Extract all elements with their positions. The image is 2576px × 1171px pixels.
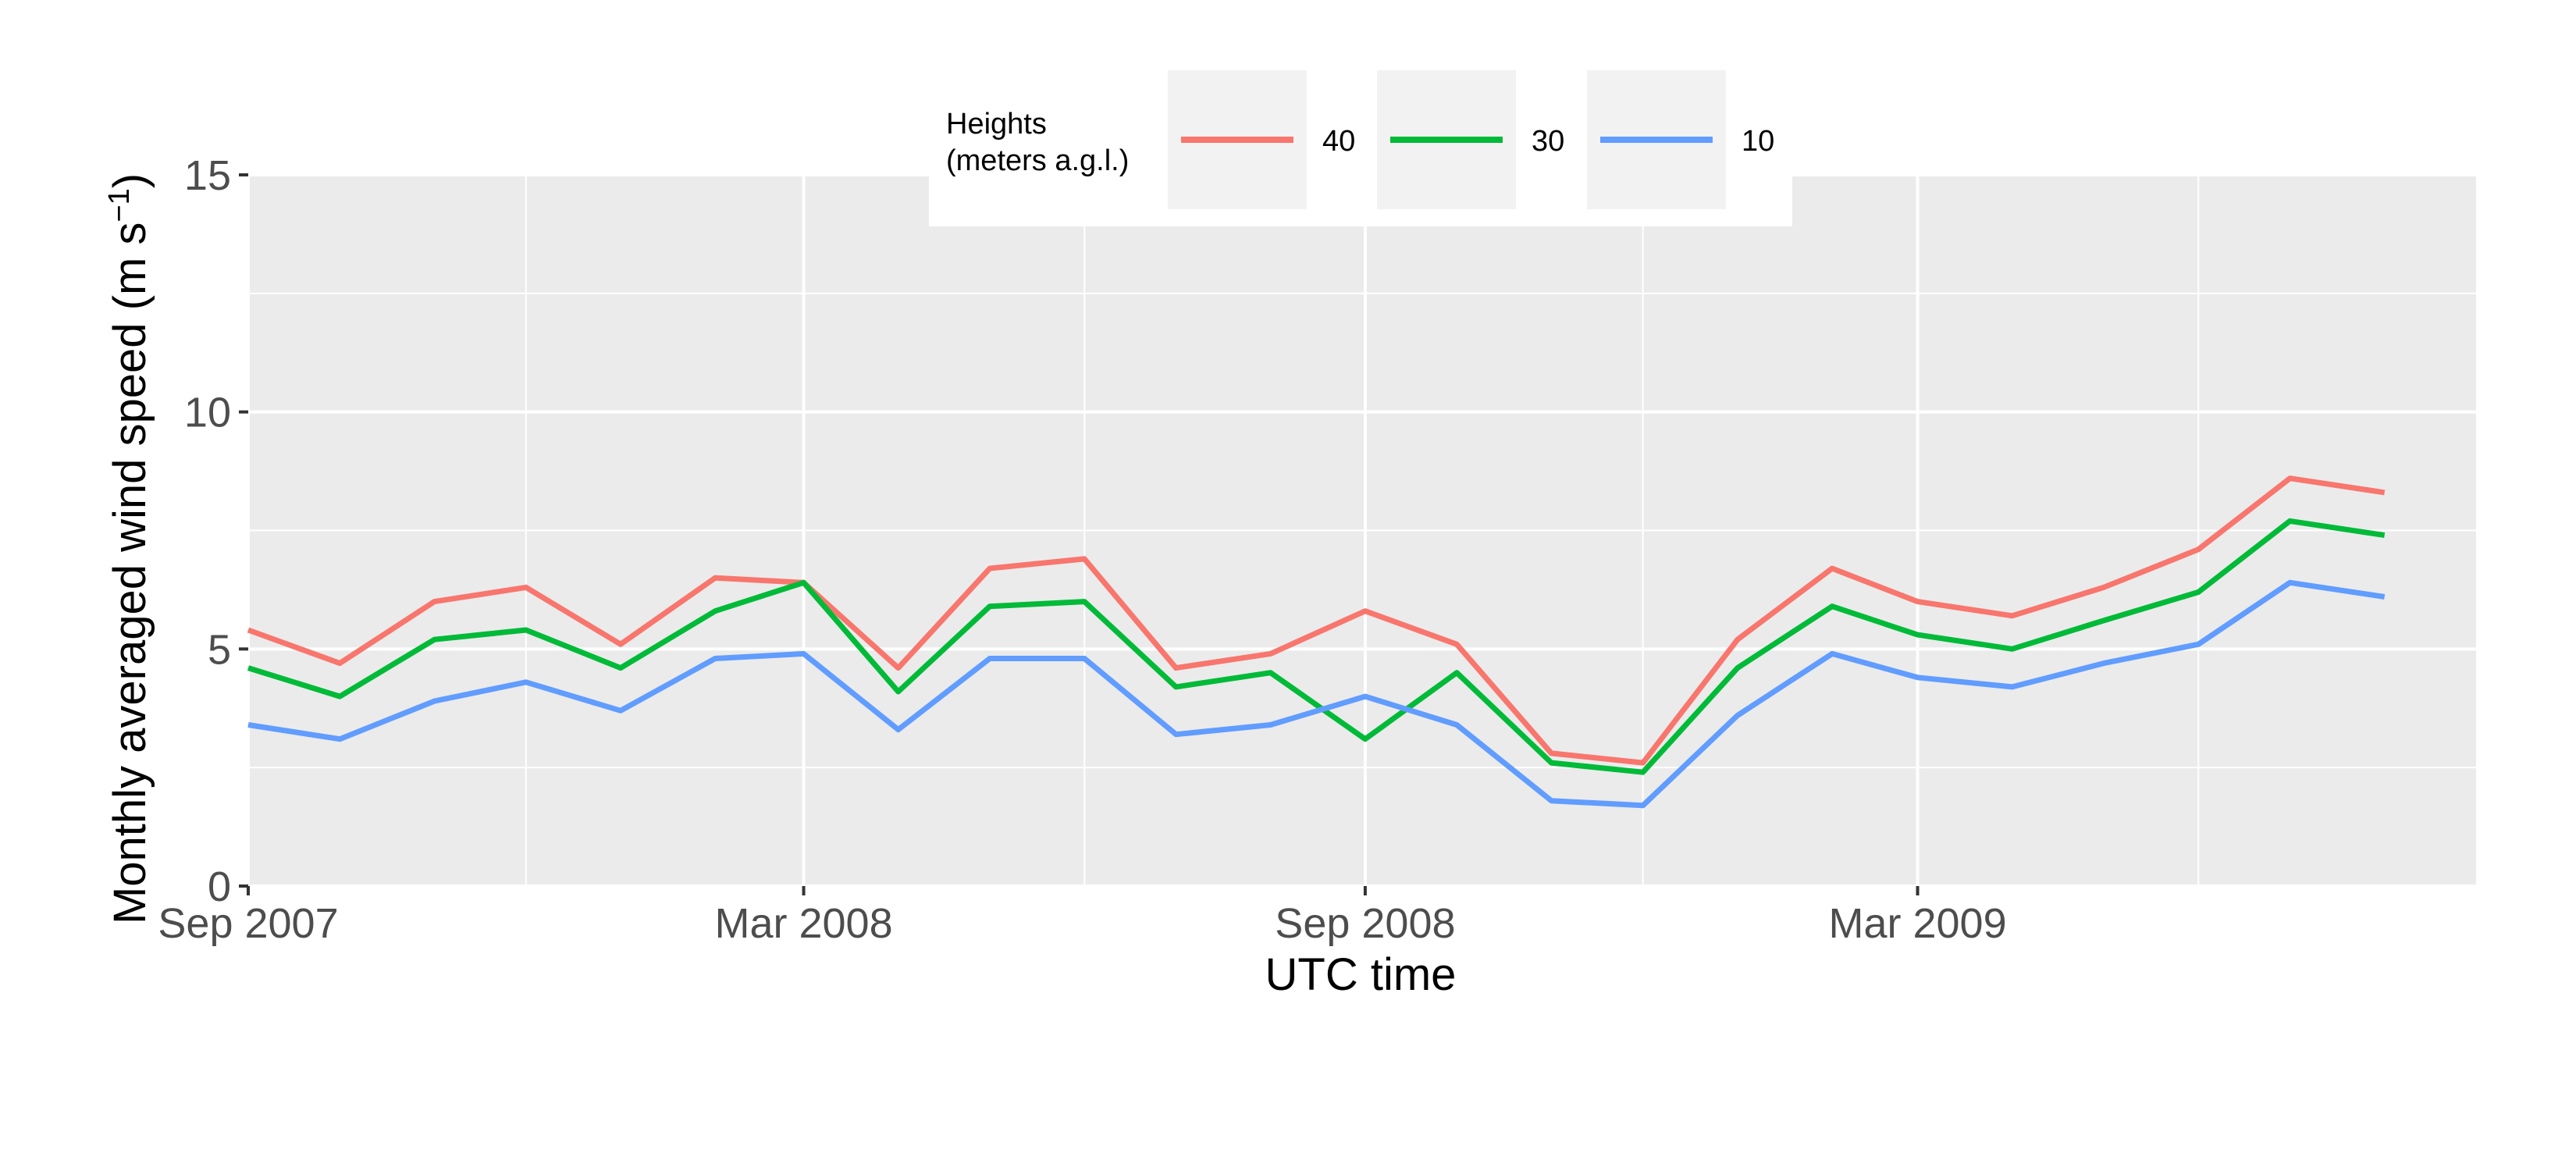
series-line-40	[247, 475, 2386, 766]
legend-label-40: 40	[1322, 125, 1355, 158]
x-tick-label: Sep 2007	[158, 900, 338, 947]
legend-title: Heights	[946, 108, 1047, 141]
series-lines	[247, 475, 2386, 809]
x-axis-title: UTC time	[1265, 949, 1457, 1000]
legend-label-10: 10	[1742, 125, 1774, 158]
y-axis-title: Monthly averaged wind speed (m s−1)	[103, 173, 155, 924]
x-axis: Sep 2007 Mar 2008 Sep 2008 Mar 2009	[158, 886, 2007, 947]
y-axis-title-superscript: −1	[103, 188, 136, 222]
x-tick-label: Mar 2008	[714, 900, 892, 947]
legend: Heights (meters a.g.l.) 40 30 10	[929, 70, 1792, 226]
y-tick-label: 10	[184, 390, 231, 436]
x-tick-label: Sep 2008	[1275, 900, 1455, 947]
series-line-10	[247, 579, 2386, 809]
y-tick-label: 0	[208, 863, 231, 910]
y-axis: 0 5 10 15	[184, 152, 248, 910]
x-tick-label: Mar 2009	[1828, 900, 2006, 947]
minor-gridlines	[248, 175, 2476, 886]
legend-label-30: 30	[1532, 125, 1564, 158]
legend-title: (meters a.g.l.)	[946, 144, 1129, 177]
y-tick-label: 15	[184, 152, 231, 199]
series-line-30	[247, 518, 2386, 775]
y-tick-label: 5	[208, 626, 231, 673]
